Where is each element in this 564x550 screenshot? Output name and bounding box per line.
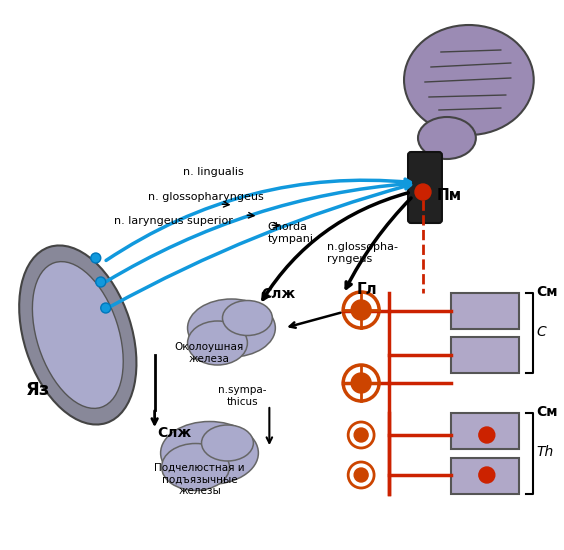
Circle shape	[351, 373, 371, 393]
FancyBboxPatch shape	[408, 152, 442, 223]
FancyBboxPatch shape	[451, 293, 519, 329]
Text: Гл: Гл	[356, 282, 377, 297]
Text: Яз: Яз	[26, 381, 50, 399]
Text: Пм: Пм	[437, 188, 462, 203]
Circle shape	[101, 303, 111, 313]
FancyBboxPatch shape	[451, 337, 519, 373]
Text: Слж: Слж	[157, 426, 192, 440]
Ellipse shape	[32, 262, 123, 409]
Text: n. lingualis: n. lingualis	[183, 167, 243, 177]
Circle shape	[479, 427, 495, 443]
Text: n. glossopharyngeus: n. glossopharyngeus	[148, 192, 263, 202]
Ellipse shape	[404, 25, 534, 135]
Ellipse shape	[161, 421, 258, 485]
Circle shape	[343, 292, 379, 328]
Text: Околоушная
железа: Околоушная железа	[175, 343, 244, 364]
Text: n.sympa-
thicus: n.sympa- thicus	[218, 386, 267, 407]
Text: C: C	[537, 325, 547, 339]
FancyBboxPatch shape	[451, 458, 519, 494]
Circle shape	[91, 253, 101, 263]
Ellipse shape	[188, 321, 248, 365]
Ellipse shape	[418, 117, 476, 159]
FancyBboxPatch shape	[451, 413, 519, 449]
Circle shape	[343, 365, 379, 401]
Text: Chorda
tympani: Chorda tympani	[267, 222, 314, 244]
Text: n.glossopha-
ryngeus: n.glossopha- ryngeus	[327, 243, 398, 264]
Text: См: См	[537, 405, 558, 419]
Circle shape	[354, 428, 368, 442]
Circle shape	[348, 462, 374, 488]
Text: n. laryngeus superior: n. laryngeus superior	[114, 216, 232, 226]
Circle shape	[351, 300, 371, 320]
Circle shape	[348, 422, 374, 448]
Ellipse shape	[162, 443, 230, 491]
Circle shape	[96, 277, 105, 287]
Text: Подчелюстная и
подъязычные
железы: Подчелюстная и подъязычные железы	[154, 463, 245, 496]
Circle shape	[479, 467, 495, 483]
Ellipse shape	[19, 245, 136, 425]
Circle shape	[354, 468, 368, 482]
Text: См: См	[537, 285, 558, 299]
Ellipse shape	[188, 299, 275, 357]
Circle shape	[415, 184, 431, 200]
Ellipse shape	[222, 300, 272, 336]
Ellipse shape	[201, 425, 253, 461]
Text: Th: Th	[537, 445, 554, 459]
Text: Слж: Слж	[261, 287, 296, 301]
